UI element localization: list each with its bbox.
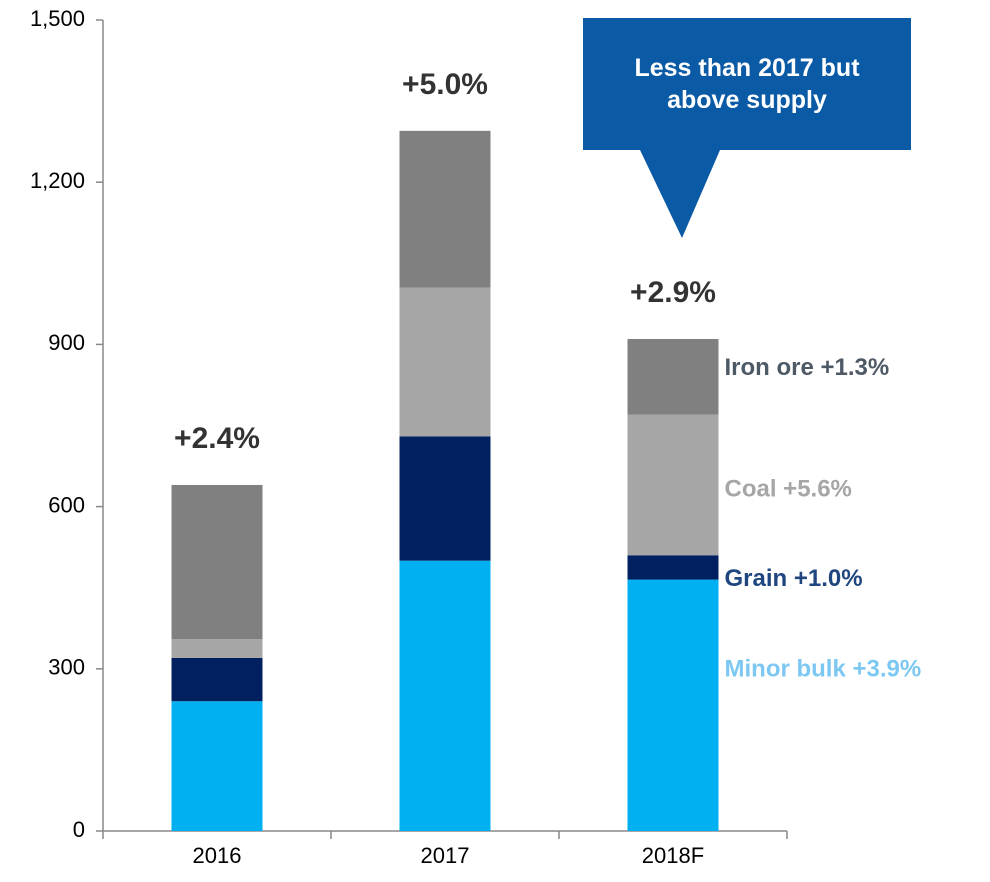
total-annotation: +2.9%	[630, 276, 716, 309]
y-tick-label: 1,500	[30, 6, 85, 31]
callout-box	[583, 18, 911, 238]
y-tick-label: 600	[48, 492, 85, 517]
series-label: Iron ore +1.3%	[725, 354, 890, 381]
y-tick-label: 300	[48, 655, 85, 680]
bar-segment	[627, 338, 719, 415]
bar-segment	[627, 555, 719, 580]
total-annotation: +5.0%	[402, 68, 488, 101]
series-label: Coal +5.6%	[725, 475, 852, 502]
y-tick-label: 1,200	[30, 168, 85, 193]
callout-text: Less than 2017 but above supply	[634, 54, 860, 114]
x-tick-label: 2017	[421, 843, 470, 868]
bar-segment	[399, 287, 491, 437]
x-tick-label: 2018F	[642, 843, 704, 868]
x-tick-label: 2016	[193, 843, 242, 868]
y-tick-label: 900	[48, 330, 85, 355]
bar-segment	[171, 484, 263, 640]
total-annotation: +2.4%	[174, 422, 260, 455]
bar-segment	[171, 639, 263, 658]
bar-segment	[171, 701, 263, 831]
series-label: Minor bulk +3.9%	[725, 656, 922, 683]
y-tick-label: 0	[73, 817, 85, 842]
bar-segment	[399, 436, 491, 561]
bar-segment	[399, 130, 491, 288]
bar-segment	[627, 414, 719, 556]
bar-segment	[399, 560, 491, 831]
series-label: Grain +1.0%	[725, 565, 863, 592]
bar-segment	[171, 657, 263, 702]
bar-segment	[627, 579, 719, 831]
